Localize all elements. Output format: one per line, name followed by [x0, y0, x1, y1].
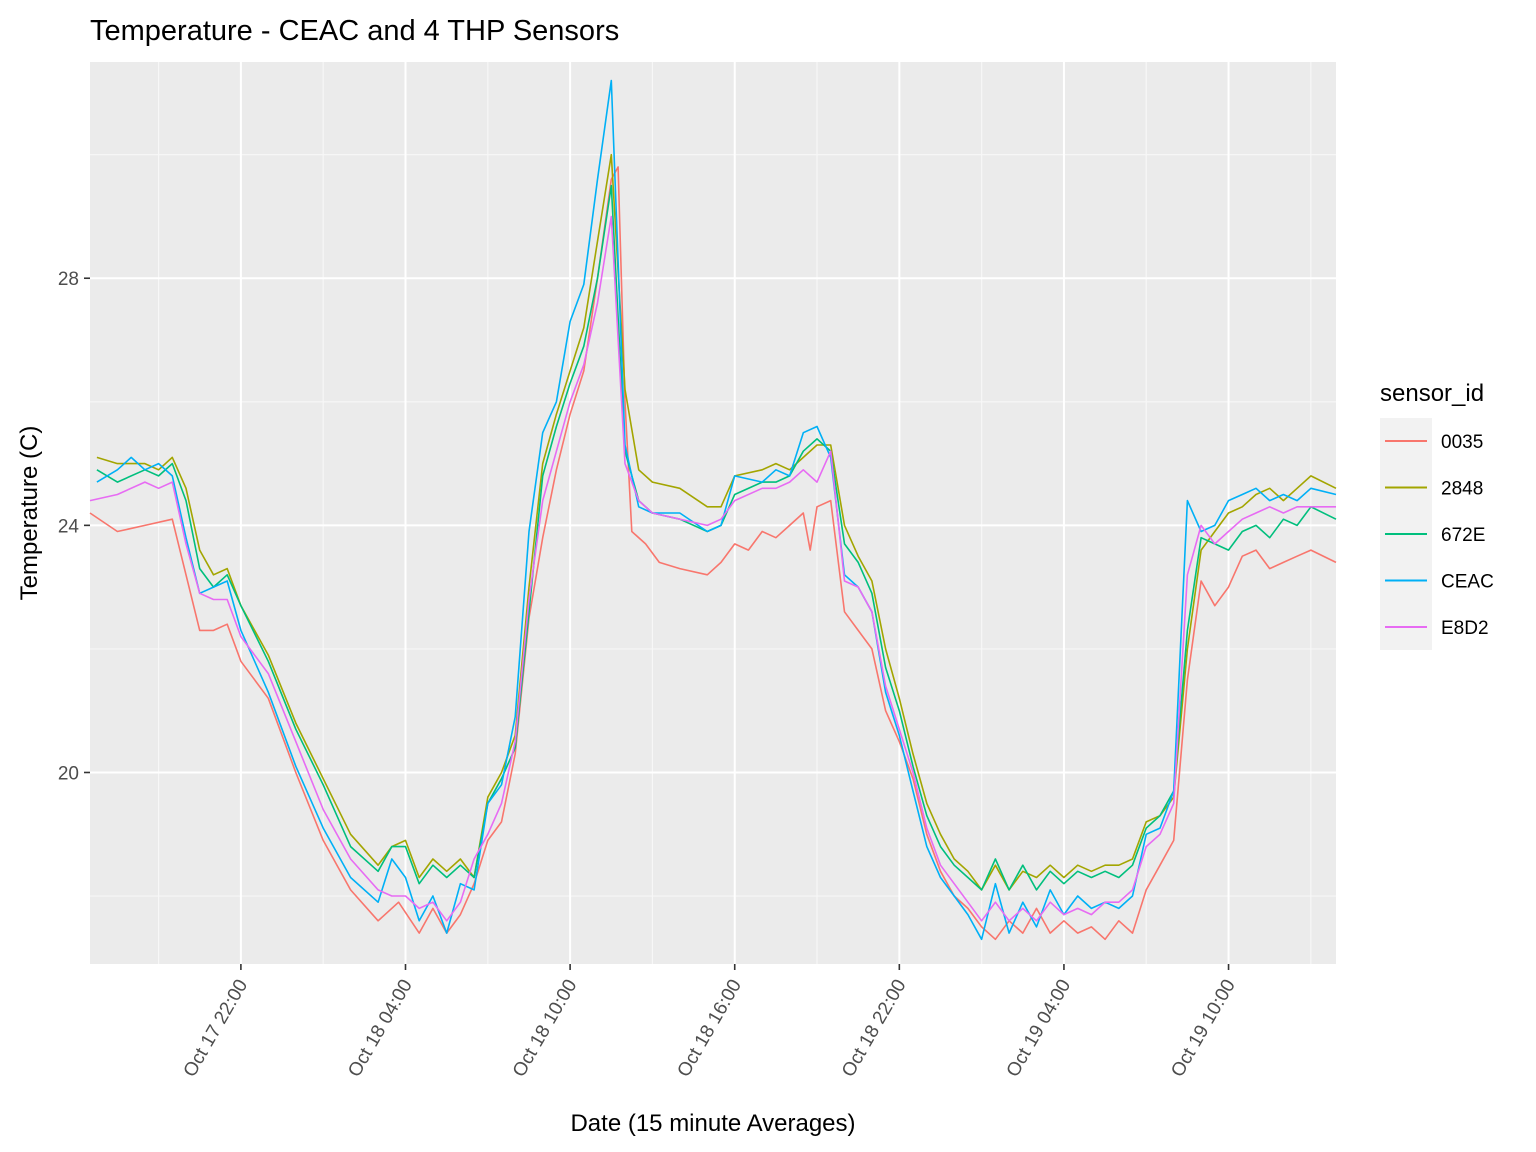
x-tick-label: Oct 19 10:00 — [1167, 976, 1240, 1081]
x-tick-label: Oct 18 10:00 — [509, 976, 582, 1081]
y-tick-label: 28 — [58, 269, 79, 290]
series-line-672e — [96, 184, 1337, 891]
series-line-ceac — [96, 79, 1337, 941]
y-axis-tick-labels: 20 24 28 — [58, 269, 80, 784]
legend-label-672e: 672E — [1441, 525, 1485, 546]
series-line-e8d2 — [89, 215, 1336, 922]
major-gridlines — [90, 62, 1336, 964]
y-tick-label: 20 — [58, 763, 79, 784]
axis-ticks — [84, 277, 1230, 970]
x-tick-label: Oct 18 16:00 — [673, 976, 746, 1081]
y-axis-title: Temperature (C) — [16, 426, 43, 601]
x-tick-label: Oct 17 22:00 — [180, 976, 253, 1081]
x-tick-label: Oct 18 04:00 — [344, 976, 417, 1081]
series-line-2848 — [96, 153, 1337, 891]
legend-title: sensor_id — [1380, 380, 1484, 407]
y-tick-label: 24 — [58, 516, 80, 537]
series-line-0035 — [89, 166, 1337, 941]
x-tick-label: Oct 18 22:00 — [838, 976, 911, 1081]
x-tick-label: Oct 19 04:00 — [1003, 976, 1076, 1081]
legend-label-ceac: CEAC — [1441, 572, 1494, 593]
x-axis-tick-labels: Oct 17 22:00 Oct 18 04:00 Oct 18 10:00 Oct … — [180, 976, 1240, 1081]
legend-label-2848: 2848 — [1441, 479, 1483, 500]
legend-label-0035: 0035 — [1441, 432, 1483, 453]
legend: sensor_id 0035 2848 672E CEAC E8D2 — [1380, 380, 1494, 650]
legend-label-e8d2: E8D2 — [1441, 618, 1489, 639]
series-lines — [89, 79, 1337, 941]
chart-title: Temperature - CEAC and 4 THP Sensors — [90, 15, 619, 47]
plot-panel — [90, 62, 1336, 964]
minor-gridlines — [90, 62, 1336, 964]
x-axis-title: Date (15 minute Averages) — [570, 1110, 855, 1137]
